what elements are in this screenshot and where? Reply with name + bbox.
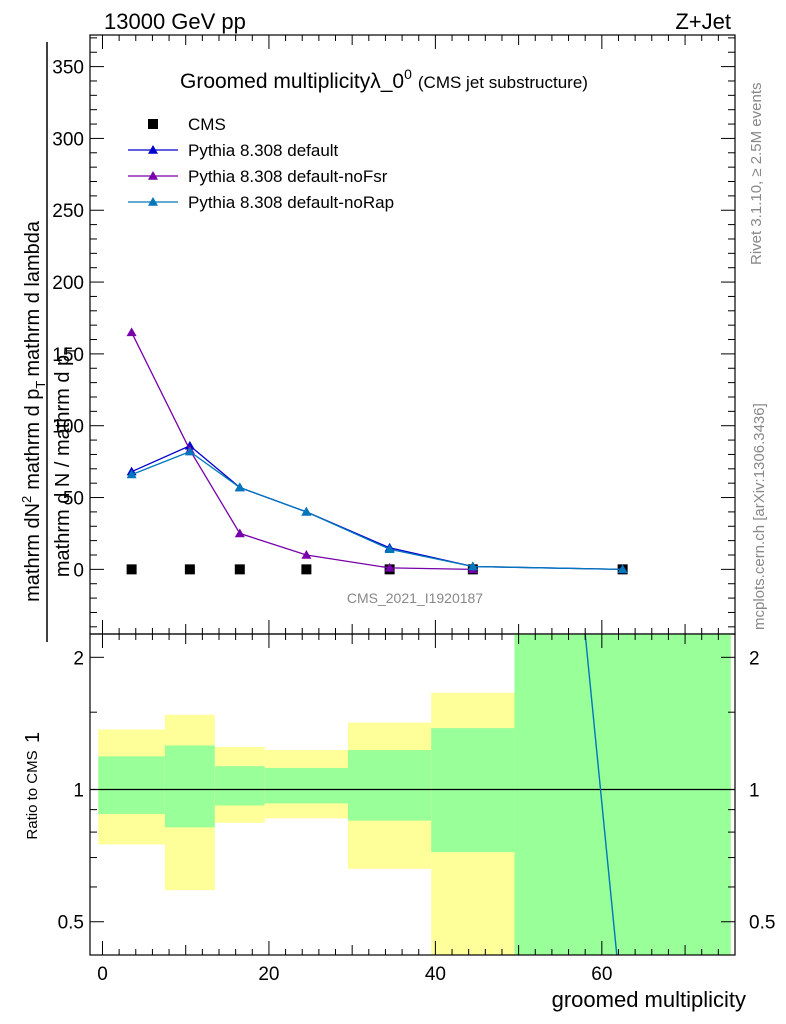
main-ylabel-bottom: mathrm d N / mathrm d pT	[52, 347, 78, 577]
cms-point-0	[126, 564, 137, 575]
series-3-marker-1	[184, 446, 195, 456]
rivet-info: Rivet 3.1.10, ≥ 2.5M events	[748, 83, 765, 266]
main-ytick-label-6: 300	[52, 129, 84, 150]
main-ylabel: 1mathrm dN2mathrm d pTmathrm d lambda ma…	[19, 42, 78, 743]
ylabel-denominator-sub: T	[33, 381, 48, 389]
main-ytick-label-3: 150	[52, 345, 84, 366]
series-2-marker-4	[384, 562, 395, 572]
ratio-band-green-2	[214, 766, 265, 806]
ratio-ytick-label-left-0: 0.5	[58, 913, 84, 934]
ratio-band-green-5	[431, 728, 515, 853]
x-tick-label-2: 40	[425, 964, 446, 985]
x-axis-label: groomed multiplicity	[552, 987, 746, 1012]
chart-title-sub: (CMS jet substructure)	[418, 73, 588, 92]
legend-marker-square	[148, 119, 158, 129]
legend-item-0: CMS	[148, 115, 226, 134]
x-tick-label-3: 60	[591, 964, 612, 985]
series-3-marker-6	[617, 564, 628, 574]
header-right: Z+Jet	[675, 9, 731, 34]
series-2-marker-2	[234, 528, 245, 538]
legend: CMS Pythia 8.308 default Pythia 8.308 defa…	[128, 115, 394, 212]
ratio-ylabel: Ratio to CMS	[24, 750, 41, 839]
series-2-marker-3	[301, 549, 312, 559]
ratio-panel-lines	[90, 633, 735, 956]
ylabel-fraction-top-left: 1	[22, 732, 44, 743]
main-panel-series	[126, 327, 628, 575]
ylabel-numerator: mathrm dN	[22, 503, 44, 602]
ratio-frame-rect	[89, 633, 736, 956]
series-line-2	[131, 332, 473, 571]
x-tick-label-1: 20	[258, 964, 279, 985]
cms-point-2	[234, 564, 245, 575]
chart-title: Groomed multiplicityλ_00 (CMS jet substru…	[180, 66, 588, 93]
main-ytick-label-4: 200	[52, 273, 84, 294]
series-3-marker-4	[384, 544, 395, 553]
ratio-ytick-label-right-2: 2	[749, 648, 760, 669]
main-ylabel-top: 1 mathrm dN2 mathrm d pTmathrm d lambda	[19, 220, 48, 743]
legend-item-2: Pythia 8.308 default-noFsr	[128, 167, 388, 186]
ylabel-numerator-sup: 2	[19, 496, 34, 503]
ratio-band-green-3	[264, 767, 348, 804]
chart-title-main: Groomed multiplicityλ_0	[180, 70, 404, 93]
header-left: 13000 GeV pp	[104, 9, 246, 34]
legend-label: Pythia 8.308 default-noFsr	[188, 167, 388, 186]
series-3-marker-0	[126, 469, 137, 479]
ratio-panel-frame: 0.5 0.51 12 20 20 40 60	[58, 633, 775, 985]
series-3-marker-3	[301, 506, 312, 516]
ratio-ytick-label-right-1: 1	[749, 781, 760, 802]
ylabel-fraction-bottom-sub: T	[63, 347, 78, 355]
main-ytick-label-2: 100	[52, 417, 84, 438]
series-3-marker-2	[234, 482, 245, 492]
legend-label: Pythia 8.308 default-noRap	[188, 193, 394, 212]
ratio-panel-bands	[98, 634, 731, 955]
ratio-band-green-1	[164, 745, 215, 828]
main-panel-background	[90, 35, 735, 634]
legend-item-1: Pythia 8.308 default	[128, 141, 339, 160]
main-ytick-label-1: 50	[63, 489, 84, 510]
chart-title-sup: 0	[404, 66, 412, 82]
series-3-marker-5	[467, 561, 478, 571]
main-ytick-label-0: 0	[73, 560, 84, 581]
ratio-ytick-label-left-1: 1	[73, 781, 84, 802]
legend-marker-triangle	[148, 171, 158, 180]
x-tick-label-0: 0	[97, 964, 108, 985]
ratio-ytick-label-right-0: 0.5	[749, 913, 775, 934]
legend-item-3: Pythia 8.308 default-noRap	[128, 193, 394, 212]
legend-label: CMS	[188, 115, 226, 134]
cms-point-3	[301, 564, 312, 575]
mcplots-info: mcplots.cern.ch [arXiv:1306.3436]	[751, 403, 768, 630]
legend-label: Pythia 8.308 default	[188, 141, 339, 160]
ylabel-denominator-tail: mathrm d lambda	[22, 220, 44, 376]
ratio-band-green-4	[348, 750, 432, 821]
cms-point-1	[184, 564, 195, 575]
watermark: CMS_2021_I1920187	[347, 590, 483, 606]
ratio-ytick-label-left-2: 2	[73, 648, 84, 669]
ylabel-fraction-bottom: mathrm d N / mathrm d p	[52, 355, 74, 577]
legend-marker-triangle	[148, 145, 158, 154]
ylabel-denominator: mathrm d p	[22, 389, 44, 490]
main-ytick-label-5: 250	[52, 201, 84, 222]
main-ytick-label-7: 350	[52, 58, 84, 79]
legend-marker-triangle	[148, 197, 158, 206]
main-plot-area	[90, 35, 735, 634]
ratio-band-green-0	[98, 756, 165, 814]
series-2-marker-0	[126, 327, 137, 337]
ratio-band-green-6	[514, 634, 731, 955]
ratio-line-0	[584, 633, 618, 956]
